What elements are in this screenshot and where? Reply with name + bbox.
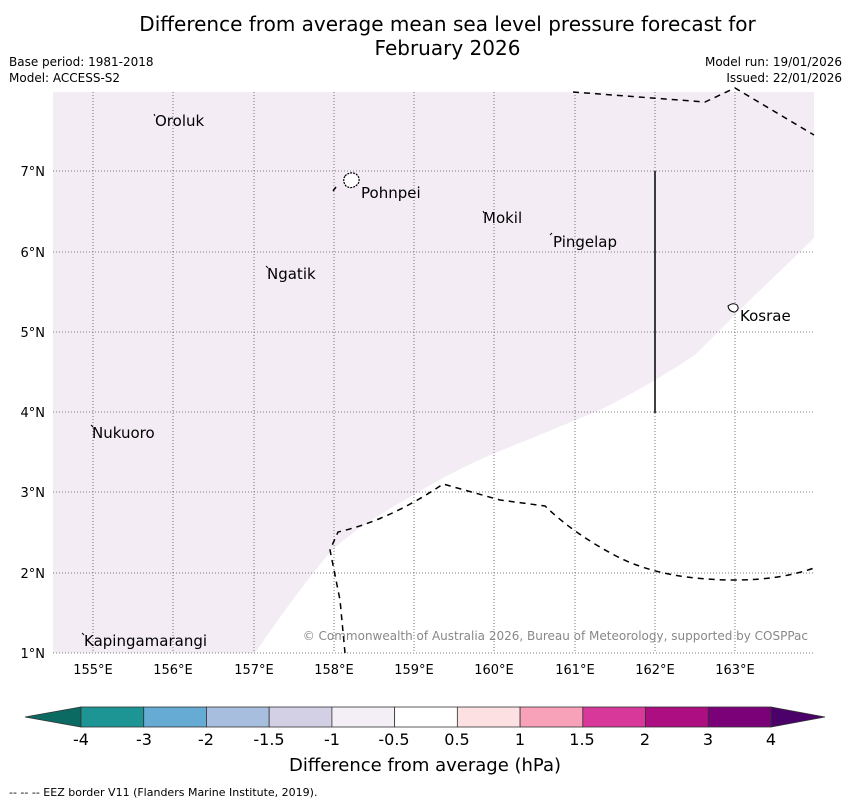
lat-label: 1°N (21, 647, 46, 662)
colorbar-bin (645, 706, 709, 728)
colorbar-tick: 3 (702, 730, 714, 749)
colorbar-tick: -4 (73, 730, 89, 749)
lat-label: 5°N (21, 326, 46, 341)
place-nukuoro: Nukuoro (92, 424, 155, 442)
colorbar-over-arrow (770, 706, 826, 728)
place-mokil: Mokil (483, 209, 522, 227)
place-pohnpei: Pohnpei (361, 184, 421, 202)
lat-label: 4°N (21, 406, 46, 421)
lon-label: 159°E (394, 663, 434, 678)
colorbar-tick: -1.5 (253, 730, 285, 749)
lon-label: 161°E (555, 663, 595, 678)
copyright-notice: © Commonwealth of Australia 2026, Bureau… (303, 629, 808, 643)
colorbar-bin (80, 706, 145, 728)
place-kosrae: Kosrae (740, 307, 791, 325)
atoll-markers (81, 113, 553, 636)
colorbar-bin (519, 706, 584, 728)
colorbar-bin (206, 706, 270, 728)
colorbar-tick: -0.5 (378, 730, 410, 749)
lon-label: 156°E (153, 663, 193, 678)
lat-label: 7°N (21, 165, 46, 180)
colorbar-bin (582, 706, 646, 728)
colorbar-tick: -2 (198, 730, 214, 749)
lat-label: 3°N (21, 486, 46, 501)
map-title-line1: Difference from average mean sea level p… (139, 12, 756, 36)
kosrae-island (727, 303, 739, 313)
place-oroluk: Oroluk (155, 112, 204, 130)
place-pingelap: Pingelap (553, 233, 617, 251)
issued-date: Issued: 22/01/2026 (726, 71, 842, 85)
colorbar-title: Difference from average (hPa) (288, 755, 562, 776)
pohnpei-island (343, 172, 360, 189)
lon-label: 162°E (635, 663, 675, 678)
lon-label: 160°E (474, 663, 514, 678)
map-title-line2: February 2026 (374, 36, 521, 60)
colorbar-bin (143, 706, 207, 728)
graticule (53, 92, 814, 654)
colorbar-bin (394, 706, 458, 728)
colorbar-bin (707, 706, 772, 728)
lon-label: 158°E (314, 663, 354, 678)
colorbar-bin (268, 706, 333, 728)
lat-label: 2°N (21, 567, 46, 582)
colorbar-bin (331, 706, 396, 728)
colorbar-tick: -3 (136, 730, 152, 749)
eez-border (329, 87, 815, 654)
model-name: Model: ACCESS-S2 (9, 71, 121, 85)
colorbar-tick: 2 (639, 730, 651, 749)
pressure-anomaly-region (53, 92, 814, 653)
base-period: Base period: 1981-2018 (9, 55, 154, 69)
colorbar-tick: 1 (514, 730, 526, 749)
colorbar-under-arrow (24, 706, 82, 728)
eez-legend-note: -- -- -- EEZ border V11 (Flanders Marine… (9, 786, 318, 799)
colorbar-tick: 0.5 (444, 730, 470, 749)
lon-label: 155°E (73, 663, 113, 678)
place-ngatik: Ngatik (267, 265, 316, 283)
lat-label: 6°N (21, 246, 46, 261)
model-run: Model run: 19/01/2026 (704, 55, 842, 69)
lon-label: 157°E (234, 663, 274, 678)
colorbar-tick: 1.5 (569, 730, 595, 749)
colorbar-tick: 4 (765, 730, 777, 749)
colorbar (24, 706, 826, 728)
colorbar-tick: -1 (324, 730, 340, 749)
lon-label: 163°E (715, 663, 755, 678)
colorbar-bin (456, 706, 521, 728)
place-kapingamarangi: Kapingamarangi (84, 632, 207, 650)
